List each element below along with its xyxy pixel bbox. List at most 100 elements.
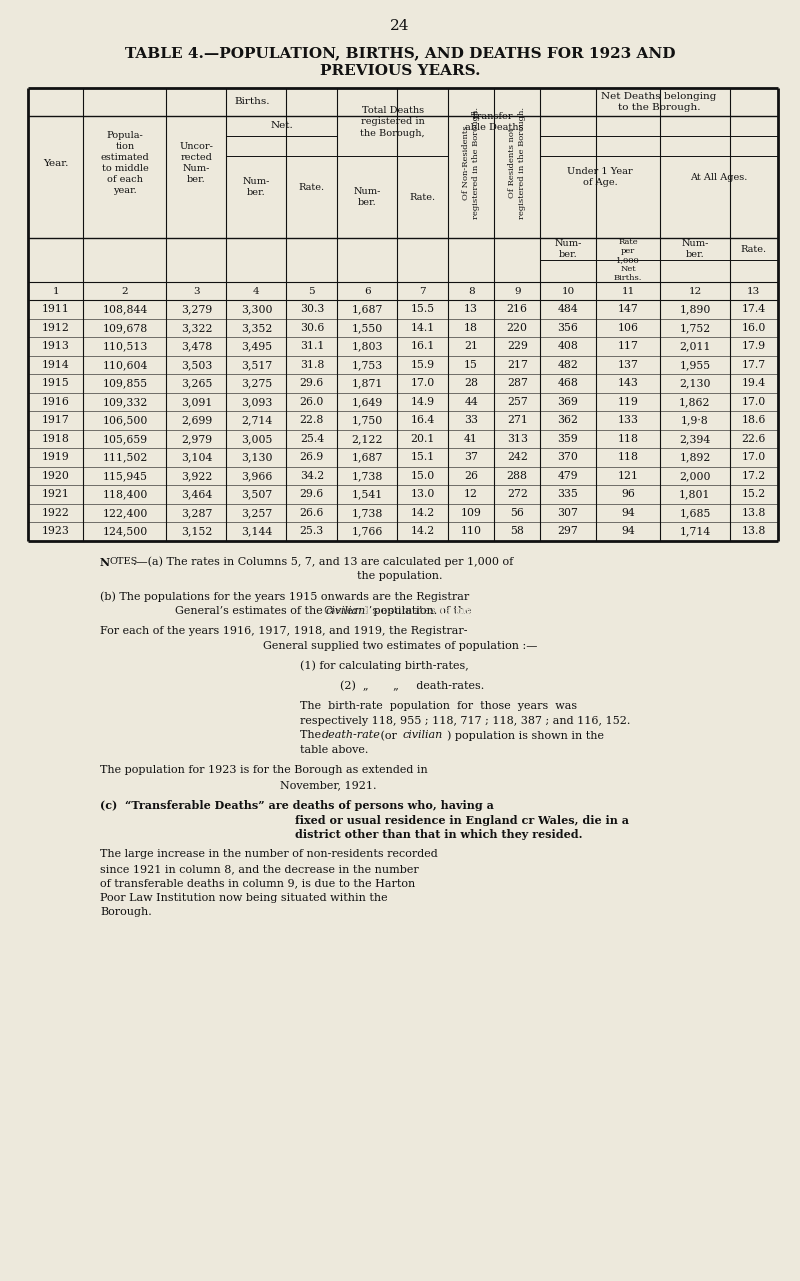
Text: 14.9: 14.9	[410, 397, 434, 407]
Text: 17.4: 17.4	[742, 305, 766, 314]
Text: 287: 287	[506, 378, 528, 388]
Text: 26.9: 26.9	[300, 452, 324, 462]
Text: OTES: OTES	[109, 556, 138, 565]
Text: 17.7: 17.7	[742, 360, 766, 370]
Text: death-rate: death-rate	[322, 730, 381, 740]
Text: 3,275: 3,275	[241, 378, 272, 388]
Text: 468: 468	[558, 378, 578, 388]
Text: 13.0: 13.0	[410, 489, 435, 500]
Text: Num-
ber.: Num- ber.	[682, 240, 709, 259]
Text: 12: 12	[464, 489, 478, 500]
Text: population.: population.	[370, 606, 438, 616]
Text: 15.2: 15.2	[742, 489, 766, 500]
Text: 408: 408	[558, 341, 578, 351]
Text: 56: 56	[510, 507, 524, 518]
Text: 3,093: 3,093	[241, 397, 272, 407]
Text: 1,550: 1,550	[352, 323, 383, 333]
Text: 3,352: 3,352	[241, 323, 272, 333]
Text: 6: 6	[364, 287, 370, 296]
Text: 10: 10	[562, 287, 574, 296]
Text: 1,714: 1,714	[679, 526, 710, 537]
Text: 15: 15	[464, 360, 478, 370]
Text: 1,890: 1,890	[679, 305, 710, 314]
Text: 482: 482	[558, 360, 578, 370]
Text: 1922: 1922	[42, 507, 70, 518]
Text: 106,500: 106,500	[102, 415, 148, 425]
Text: 359: 359	[558, 434, 578, 443]
Text: 1,738: 1,738	[351, 507, 383, 518]
Text: 109,332: 109,332	[102, 397, 148, 407]
Text: 33: 33	[464, 415, 478, 425]
Text: civilian: civilian	[326, 606, 366, 616]
Text: Borough.: Borough.	[100, 907, 152, 917]
Text: 217: 217	[506, 360, 528, 370]
Text: fixed or usual residence in England cr Wales, die in a: fixed or usual residence in England cr W…	[295, 815, 629, 825]
Text: 1: 1	[52, 287, 59, 296]
Text: 25.3: 25.3	[300, 526, 324, 537]
Text: 5: 5	[309, 287, 315, 296]
Text: 13.8: 13.8	[742, 526, 766, 537]
Text: 1,9·8: 1,9·8	[681, 415, 709, 425]
Text: 3,478: 3,478	[181, 341, 212, 351]
Text: (1) for calculating birth-rates,: (1) for calculating birth-rates,	[300, 661, 469, 671]
Text: 2,011: 2,011	[679, 341, 710, 351]
Text: 1,892: 1,892	[679, 452, 710, 462]
Text: The  birth-rate  population  for  those  years  was: The birth-rate population for those year…	[300, 702, 577, 711]
Text: 105,659: 105,659	[102, 434, 147, 443]
Text: November, 1921.: November, 1921.	[280, 780, 377, 790]
Text: 3: 3	[193, 287, 200, 296]
Text: 1918: 1918	[42, 434, 70, 443]
Text: At All Ages.: At All Ages.	[690, 173, 748, 182]
Text: 110,604: 110,604	[102, 360, 148, 370]
Text: General supplied two estimates of population :—: General supplied two estimates of popula…	[263, 640, 537, 651]
Text: 137: 137	[618, 360, 638, 370]
Text: 16.4: 16.4	[410, 415, 434, 425]
Text: 16.1: 16.1	[410, 341, 435, 351]
Text: 1,801: 1,801	[679, 489, 710, 500]
Text: 3,279: 3,279	[181, 305, 212, 314]
Text: The large increase in the number of non-residents recorded: The large increase in the number of non-…	[100, 849, 438, 860]
Text: 26: 26	[464, 470, 478, 480]
Text: 1,753: 1,753	[352, 360, 383, 370]
Text: 11: 11	[622, 287, 634, 296]
Text: 335: 335	[558, 489, 578, 500]
Text: Net Deaths belonging
to the Borough.: Net Deaths belonging to the Borough.	[602, 92, 717, 113]
Text: 484: 484	[558, 305, 578, 314]
Text: Rate.: Rate.	[741, 245, 767, 254]
Text: 1,685: 1,685	[679, 507, 710, 518]
Text: The: The	[300, 730, 325, 740]
Text: 1,750: 1,750	[352, 415, 383, 425]
Text: Popula-
tion
estimated
to middle
of each
year.: Popula- tion estimated to middle of each…	[101, 131, 150, 195]
Text: 17.9: 17.9	[742, 341, 766, 351]
Text: 1913: 1913	[42, 341, 70, 351]
Text: 2,394: 2,394	[679, 434, 710, 443]
Text: 271: 271	[506, 415, 528, 425]
Text: (b) The populations for the years 1915 onwards are the Registrar: (b) The populations for the years 1915 o…	[100, 592, 470, 602]
Text: Rate.: Rate.	[410, 192, 436, 201]
Text: 307: 307	[558, 507, 578, 518]
Text: 15.5: 15.5	[410, 305, 434, 314]
Text: 216: 216	[506, 305, 528, 314]
Text: Under 1 Year
of Age.: Under 1 Year of Age.	[567, 167, 633, 187]
Text: 1914: 1914	[42, 360, 70, 370]
Text: 356: 356	[558, 323, 578, 333]
Text: 1911: 1911	[42, 305, 70, 314]
Text: 17.0: 17.0	[742, 397, 766, 407]
Text: 18: 18	[464, 323, 478, 333]
Text: PREVIOUS YEARS.: PREVIOUS YEARS.	[320, 64, 480, 78]
Text: TABLE 4.—POPULATION, BIRTHS, AND DEATHS FOR 1923 AND: TABLE 4.—POPULATION, BIRTHS, AND DEATHS …	[125, 46, 675, 60]
Text: 41: 41	[464, 434, 478, 443]
Text: 94: 94	[621, 507, 635, 518]
Text: 109,678: 109,678	[102, 323, 147, 333]
Text: 3,503: 3,503	[181, 360, 212, 370]
Text: General’s estimates of the: General’s estimates of the	[324, 606, 476, 616]
Text: 9: 9	[514, 287, 521, 296]
Text: 1912: 1912	[42, 323, 70, 333]
Text: 17.0: 17.0	[742, 452, 766, 462]
Text: 147: 147	[618, 305, 638, 314]
Text: 17.0: 17.0	[410, 378, 434, 388]
Text: 1917: 1917	[42, 415, 70, 425]
Text: 3,287: 3,287	[181, 507, 212, 518]
Text: Uncor-
rected
Num-
ber.: Uncor- rected Num- ber.	[179, 142, 214, 184]
Text: 2,699: 2,699	[181, 415, 212, 425]
